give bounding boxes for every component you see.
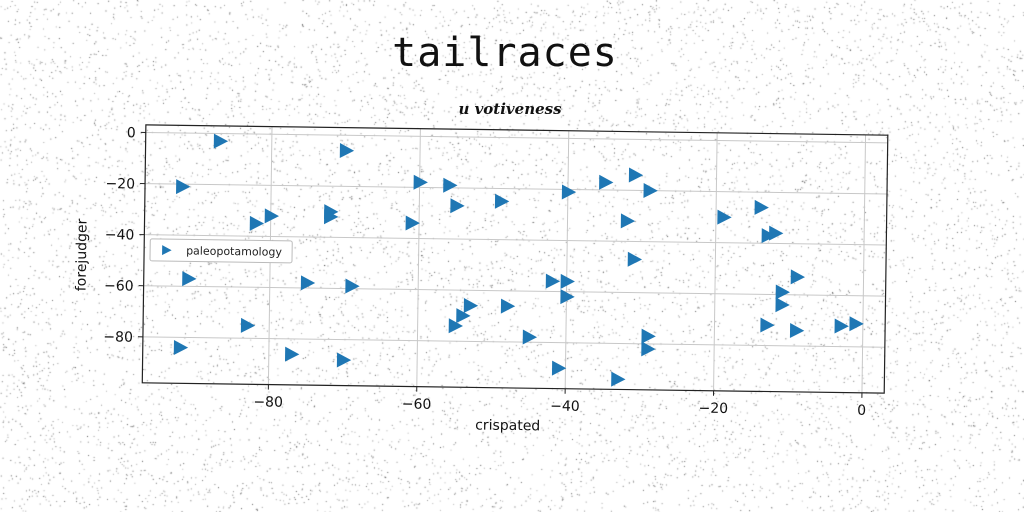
y-grid-line (145, 183, 887, 195)
legend-box (149, 238, 293, 264)
y-grid-line (144, 234, 887, 246)
x-grid-line (564, 130, 570, 389)
data-point (599, 174, 614, 190)
data-point (560, 273, 575, 289)
ticks: −80 −60 −40 −20 0 0 −20 −40 −60 −80 (103, 125, 866, 419)
data-point (627, 251, 643, 267)
data-point (339, 143, 355, 159)
y-axis-label: forejudger (74, 218, 91, 291)
data-point (790, 269, 806, 285)
data-point (213, 133, 229, 149)
data-point (834, 318, 849, 334)
x-tick-label: −40 (550, 399, 580, 415)
data-point (761, 228, 776, 244)
plot-frame (141, 124, 889, 394)
data-point (249, 215, 265, 231)
data-point (628, 167, 644, 183)
x-tick-label: 0 (857, 403, 866, 419)
data-point (775, 297, 790, 313)
data-point (551, 360, 567, 376)
data-point (345, 278, 360, 294)
legend-marker-triangle-icon (162, 245, 172, 256)
data-point (545, 273, 561, 289)
data-point (284, 346, 300, 362)
data-point (413, 174, 428, 190)
y-grid-line (145, 131, 888, 144)
chart-title: tailraces (392, 30, 618, 76)
data-point (760, 317, 775, 333)
data-point (641, 341, 656, 357)
data-point (769, 225, 784, 241)
chart-subtitle: u votiveness (458, 100, 562, 118)
legend-label: paleopotamology (186, 244, 282, 258)
data-point (789, 323, 805, 339)
data-points (173, 133, 864, 387)
data-point (456, 308, 471, 324)
y-tick-label: −60 (104, 278, 134, 294)
data-point (173, 339, 189, 355)
data-point (849, 316, 864, 332)
data-point (463, 298, 479, 314)
data-point (643, 183, 658, 199)
data-point (494, 193, 510, 209)
data-point (522, 329, 538, 345)
y-tick-label: −40 (105, 227, 135, 243)
x-axis-label: crispated (475, 417, 540, 434)
data-point (300, 275, 316, 291)
x-tick-label: −20 (698, 401, 728, 417)
data-point (443, 177, 458, 193)
data-point (405, 215, 420, 231)
y-tick-label: −80 (103, 329, 133, 345)
y-grid-line (143, 285, 886, 297)
x-grid-line (416, 128, 421, 387)
data-point (611, 371, 626, 387)
x-tick-label: −60 (402, 396, 432, 412)
data-point (264, 208, 280, 224)
data-point (717, 209, 732, 225)
data-point (324, 209, 339, 225)
data-point (500, 298, 516, 314)
data-point (240, 317, 256, 333)
x-grid-line (713, 132, 718, 391)
data-point (560, 289, 575, 305)
data-point (754, 199, 769, 215)
data-point (176, 179, 191, 195)
data-point (641, 328, 656, 344)
data-point (561, 184, 577, 200)
data-point (775, 284, 790, 300)
data-point (182, 271, 197, 287)
y-tick-label: 0 (127, 125, 136, 141)
data-point (620, 213, 636, 229)
data-point (450, 198, 465, 214)
legend: paleopotamology (149, 238, 293, 264)
data-point (336, 352, 352, 368)
x-tick-label: −80 (253, 394, 283, 410)
x-grid-line (861, 134, 867, 393)
data-point (448, 318, 463, 334)
grid (142, 126, 888, 393)
y-grid-line (142, 336, 885, 348)
y-tick-label: −20 (105, 176, 135, 192)
